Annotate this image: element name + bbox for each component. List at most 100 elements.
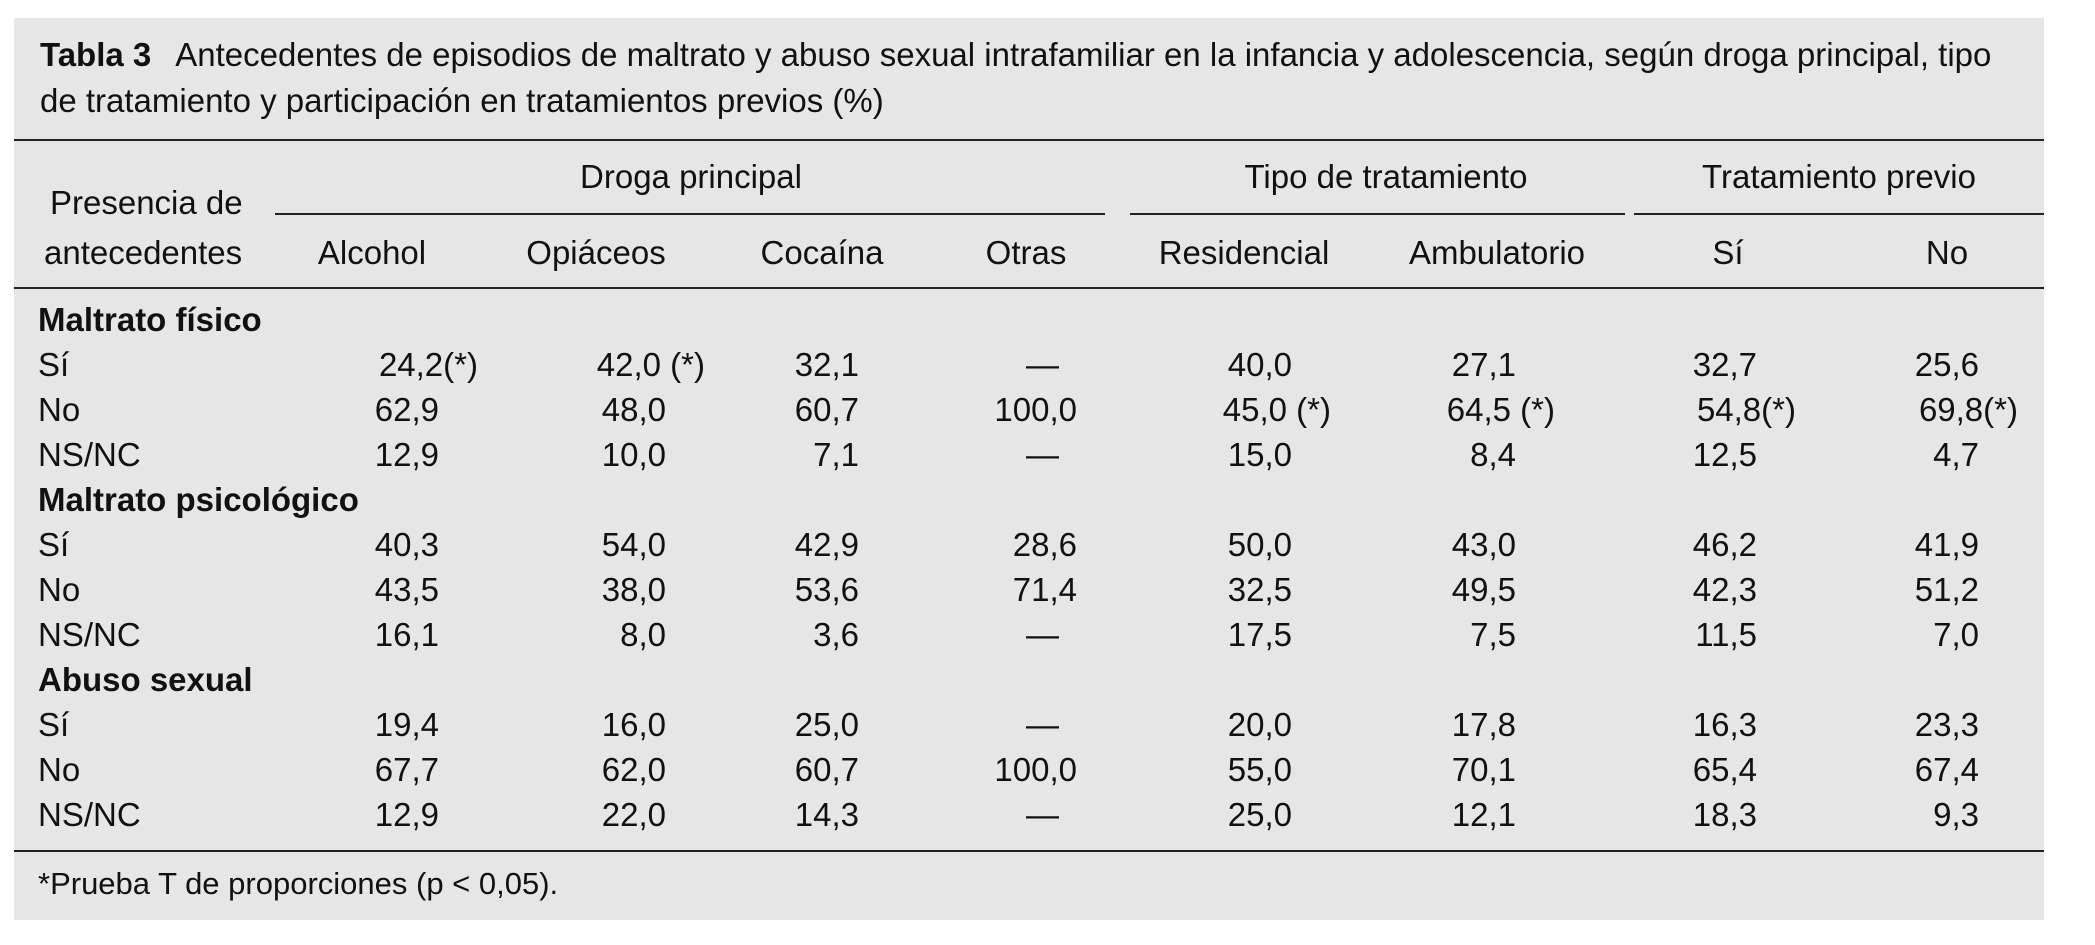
table-cell: — [1026,436,1059,473]
section-heading: Maltrato psicológico [38,481,359,518]
group-rule-droga [275,213,1105,215]
table-panel: Tabla 3 Antecedentes de episodios de malt… [14,18,2044,920]
table-cell: — [1026,706,1059,743]
table-cell: 25,6 [1914,346,1979,383]
table-cell: 4,7 [1933,436,1979,473]
table-cell: 43,5 [374,571,439,608]
table-cell: 23,3 [1914,706,1979,743]
table-cell: 67,7 [374,751,439,788]
table-cell: — [1026,616,1059,653]
header-bottom-rule [14,287,2044,289]
table-cell: 16,0 [601,706,666,743]
table-cell: 8,0 [620,616,666,653]
table-cell: 32,7 [1692,346,1757,383]
table-cell: 55,0 [1227,751,1292,788]
row-label: Sí [38,706,70,743]
row-label: NS/NC [38,796,141,833]
table-cell: 7,0 [1933,616,1979,653]
table-cell: 18,3 [1692,796,1757,833]
table-cell: 62,9 [374,391,439,428]
table-cell: 12,1 [1451,796,1516,833]
table-cell: 12,9 [374,436,439,473]
table-cell: 12,5 [1692,436,1757,473]
table-cell: — [1026,796,1059,833]
row-label: No [38,571,81,608]
table-caption: Tabla 3 Antecedentes de episodios de malt… [40,32,2030,124]
row-label: NS/NC [38,616,141,653]
col-header-opiaceos: Opiáceos [526,234,666,271]
table-cell: 40,3 [374,526,439,563]
table-cell: 15,0 [1227,436,1292,473]
table-cell: 49,5 [1451,571,1516,608]
row-label: No [38,751,81,788]
table-cell: 60,7 [794,751,859,788]
table-cell: 10,0 [601,436,666,473]
table-cell: 60,7 [794,391,859,428]
group-rule-previo [1634,213,2044,215]
table-cell: 100,0 [994,751,1077,788]
table-cell: 67,4 [1914,751,1979,788]
table-cell: 32,5 [1227,571,1292,608]
col-header-previo-si: Sí [1712,234,1744,271]
table-cell: 12,9 [374,796,439,833]
col-header-otras: Otras [985,234,1067,271]
table-cell: 3,6 [813,616,859,653]
table-cell: 71,4 [1012,571,1077,608]
table-cell: 42,9 [794,526,859,563]
table-cell: 40,0 [1227,346,1292,383]
section-heading: Abuso sexual [38,661,253,698]
table-cell: 45,0 (*) [1222,391,1331,428]
table-cell: 25,0 [794,706,859,743]
table-cell: 27,1 [1451,346,1516,383]
table-cell: 54,0 [601,526,666,563]
top-rule [14,139,2044,141]
section-heading: Maltrato físico [38,301,262,338]
table-cell: 100,0 [994,391,1077,428]
row-label: Sí [38,526,70,563]
group-header-tipo: Tipo de tratamiento [1244,158,1528,195]
row-label: No [38,391,81,428]
table-number: Tabla 3 [40,36,152,73]
table-cell: 62,0 [601,751,666,788]
table-cell: 7,5 [1470,616,1516,653]
table-title: Antecedentes de episodios de maltrato y … [40,36,1992,119]
table-cell: 64,5 (*) [1446,391,1555,428]
table-cell: 65,4 [1692,751,1757,788]
table-cell: 22,0 [601,796,666,833]
table-cell: 9,3 [1933,796,1979,833]
table-cell: 16,3 [1692,706,1757,743]
table-cell: 54,8(*) [1696,391,1796,428]
table-cell: 69,8(*) [1918,391,2018,428]
table-cell: 42,3 [1692,571,1757,608]
col-header-residencial: Residencial [1158,234,1330,271]
table-cell: 14,3 [794,796,859,833]
table-cell: 16,1 [374,616,439,653]
group-header-droga: Droga principal [580,158,802,195]
table-cell: 51,2 [1914,571,1979,608]
table-cell: — [1026,346,1059,383]
table-cell: 17,8 [1451,706,1516,743]
table-cell: 46,2 [1692,526,1757,563]
table-cell: 32,1 [794,346,859,383]
table-cell: 25,0 [1227,796,1292,833]
table-cell: 50,0 [1227,526,1292,563]
row-header-line1: Presencia de [50,184,243,221]
table-cell: 43,0 [1451,526,1516,563]
table-cell: 38,0 [601,571,666,608]
col-header-previo-no: No [1925,234,1969,271]
row-label: Sí [38,346,70,383]
table-cell: 20,0 [1227,706,1292,743]
footnote: *Prueba T de proporciones (p < 0,05). [38,866,559,901]
table-cell: 7,1 [813,436,859,473]
table-cell: 53,6 [794,571,859,608]
col-header-ambulatorio: Ambulatorio [1408,234,1586,271]
col-header-cocaina: Cocaína [760,234,884,271]
table-cell: 70,1 [1451,751,1516,788]
table-cell: 19,4 [374,706,439,743]
group-rule-tipo [1130,213,1625,215]
table-cell: 11,5 [1695,616,1757,653]
table-cell: 41,9 [1914,526,1979,563]
row-label: NS/NC [38,436,141,473]
table-cell: 48,0 [601,391,666,428]
row-header-line2: antecedentes [44,234,243,271]
